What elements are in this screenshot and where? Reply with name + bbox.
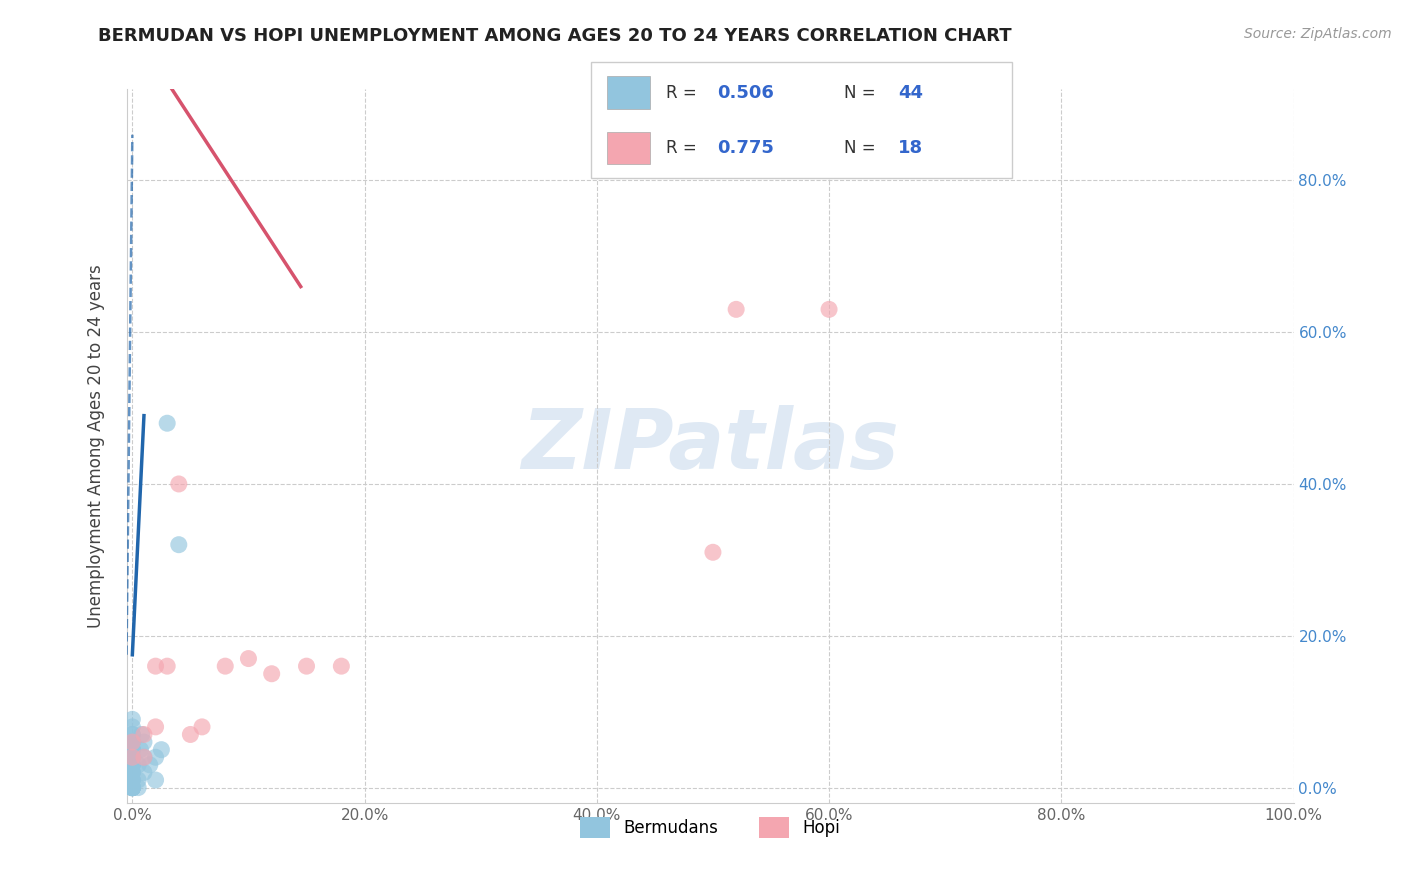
Point <box>121 735 143 749</box>
Text: 0.506: 0.506 <box>717 84 773 102</box>
Point <box>145 772 167 787</box>
Point <box>121 720 143 734</box>
FancyBboxPatch shape <box>591 62 1012 178</box>
Point <box>121 727 143 741</box>
Point <box>121 780 143 795</box>
Point <box>121 765 143 780</box>
Point <box>214 659 236 673</box>
Point <box>131 727 153 741</box>
Point <box>725 302 748 317</box>
Point <box>167 538 190 552</box>
Point <box>121 765 143 780</box>
Point <box>121 780 143 795</box>
Y-axis label: Unemployment Among Ages 20 to 24 years: Unemployment Among Ages 20 to 24 years <box>87 264 105 628</box>
Point <box>145 750 167 764</box>
Point <box>818 302 841 317</box>
Point <box>121 750 143 764</box>
Point <box>121 757 143 772</box>
Text: R =: R = <box>666 139 703 157</box>
Point <box>121 780 143 795</box>
Point <box>132 735 155 749</box>
Text: 44: 44 <box>898 84 924 102</box>
Point <box>121 757 143 772</box>
Point <box>129 742 152 756</box>
Point <box>121 750 143 764</box>
Point <box>156 659 179 673</box>
Text: Source: ZipAtlas.com: Source: ZipAtlas.com <box>1244 27 1392 41</box>
Point <box>121 727 143 741</box>
Point <box>121 780 143 795</box>
Point <box>121 757 143 772</box>
Point <box>121 772 143 787</box>
Text: N =: N = <box>844 84 880 102</box>
Point <box>238 651 260 665</box>
Point <box>121 735 143 749</box>
Point <box>121 742 143 756</box>
Text: 0.775: 0.775 <box>717 139 773 157</box>
Bar <box>607 132 650 164</box>
Point <box>127 757 149 772</box>
Point <box>121 712 143 726</box>
Text: ZIPatlas: ZIPatlas <box>522 406 898 486</box>
Point <box>145 720 167 734</box>
Point <box>150 742 173 756</box>
Point <box>167 477 190 491</box>
Point <box>121 772 143 787</box>
Point <box>121 742 143 756</box>
Point <box>139 757 162 772</box>
Point <box>191 720 214 734</box>
Text: R =: R = <box>666 84 703 102</box>
Point <box>127 780 149 795</box>
Point <box>121 780 143 795</box>
Point <box>156 416 179 430</box>
Point <box>145 659 167 673</box>
Bar <box>607 77 650 109</box>
Point <box>132 727 155 741</box>
Point <box>295 659 318 673</box>
Point <box>330 659 353 673</box>
Point <box>132 750 155 764</box>
Point <box>121 735 143 749</box>
Text: 18: 18 <box>898 139 924 157</box>
Point <box>121 780 143 795</box>
Point <box>702 545 724 559</box>
Point <box>132 750 155 764</box>
Text: N =: N = <box>844 139 880 157</box>
Legend: Bermudans, Hopi: Bermudans, Hopi <box>572 811 848 845</box>
Point <box>127 772 149 787</box>
Text: BERMUDAN VS HOPI UNEMPLOYMENT AMONG AGES 20 TO 24 YEARS CORRELATION CHART: BERMUDAN VS HOPI UNEMPLOYMENT AMONG AGES… <box>98 27 1012 45</box>
Point <box>121 780 143 795</box>
Point <box>121 772 143 787</box>
Point <box>121 780 143 795</box>
Point <box>121 780 143 795</box>
Point <box>179 727 201 741</box>
Point <box>121 780 143 795</box>
Point <box>121 765 143 780</box>
Point <box>260 666 283 681</box>
Point <box>132 765 155 780</box>
Point <box>121 750 143 764</box>
Point <box>121 742 143 756</box>
